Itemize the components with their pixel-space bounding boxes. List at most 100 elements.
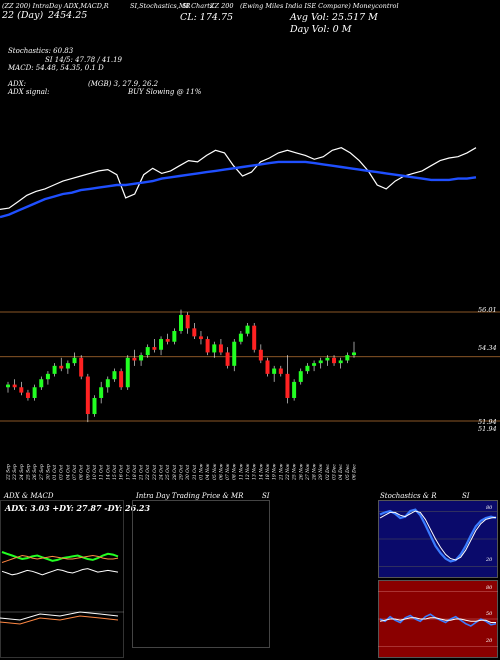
price-label-top: 56.01 [478,306,497,314]
candle-body-21 [145,347,150,356]
macd-signal-line [0,615,119,625]
date-label-22: 23 Oct [152,465,158,481]
date-label-42: 22 Nov [285,463,291,481]
date-label-8: 03 Oct [59,465,65,480]
candle-body-36 [245,325,250,334]
stoch-title: Stochastics & R [380,492,437,500]
candle-body-25 [172,331,177,342]
date-label-33: 07 Nov [225,463,231,480]
adx-panel-label: ADX: 3.03 +DY: 27.87 -DY: 26.23 [5,503,151,513]
candle-body-33 [225,352,230,366]
adx-line-series-0 [1,551,119,562]
date-label-44: 26 Nov [298,463,304,481]
date-label-15: 14 Oct [105,465,111,480]
date-label-18: 17 Oct [125,465,131,480]
date-label-52: 06 Dec [352,464,358,480]
candle-body-29 [198,336,203,340]
candle-body-43 [292,381,297,398]
candle-body-39 [265,360,270,374]
mrsi-label-20: 20 [486,638,493,644]
adx-value: (MGB) 3, 27.9, 26.2 [88,80,159,88]
mrsi-line-series-1 [379,617,496,623]
date-label-2: 24 Sep [19,464,25,481]
candle-body-45 [305,365,310,372]
si-text: SI 14/5: 47.78 / 41.19 [45,56,122,64]
candle-body-35 [238,333,243,342]
date-label-51: 05 Dec [345,464,351,480]
candle-body-15 [105,379,110,388]
date-label-47: 29 Nov [318,463,324,481]
price-label-low: 51.94 [478,418,497,426]
date-label-19: 18 Oct [132,465,138,480]
candle-body-18 [125,357,130,388]
date-label-29: 01 Nov [198,463,204,480]
candle-body-34 [232,341,237,366]
date-label-16: 15 Oct [112,465,118,480]
date-label-14: 11 Oct [99,465,105,480]
candle-body-5 [39,379,44,388]
date-label-30: 04 Nov [205,463,211,480]
date-label-37: 13 Nov [252,463,258,480]
main-lines-chart [0,147,477,219]
candle-body-42 [285,373,290,398]
date-label-7: 01 Oct [52,465,58,480]
date-label-27: 30 Oct [185,465,191,480]
intraday-title: Intra Day Trading Price & MR [136,492,244,500]
candlestick-chart [0,309,500,423]
candle-body-20 [139,355,144,361]
candle-body-24 [165,339,170,342]
candle-body-6 [45,373,50,380]
candle-body-13 [92,397,97,415]
candle-body-2 [19,387,24,393]
date-label-32: 06 Nov [218,463,224,480]
candle-body-44 [298,371,303,382]
adx-signal-text: ADX signal: [8,88,50,96]
main-line-series-1 [0,160,477,219]
candle-body-0 [6,384,10,388]
mrsi-line-series-0 [379,613,497,627]
date-label-35: 11 Nov [238,463,244,480]
header-line1-mid1: SI,Stochastics,MR [130,2,191,10]
date-label-13: 10 Oct [92,465,98,480]
price-label-low2: 51.94 [478,425,497,433]
candle-body-14 [99,387,104,398]
date-label-4: 26 Sep [32,464,38,481]
candle-body-41 [278,368,283,374]
date-label-43: 25 Nov [292,463,298,481]
date-label-48: 02 Dec [325,464,331,480]
mrsi-label-50: 50 [486,611,493,617]
date-label-0: 22 Sep [6,464,12,481]
date-label-10: 07 Oct [72,465,78,480]
mrsi-lines [378,591,498,647]
candle-body-23 [159,339,164,350]
intraday-panel [132,500,270,648]
adx-macd-title: ADX & MACD [4,492,54,500]
candle-body-11 [79,357,84,377]
candle-body-40 [272,368,277,374]
date-label-49: 03 Dec [332,464,338,480]
candle-body-9 [65,363,70,369]
macd-line [0,611,119,621]
candle-body-46 [312,363,317,366]
main-line-series-0 [0,147,477,210]
date-label-1: 23 Sep [12,464,18,481]
stoch-label-80: 80 [486,505,493,511]
candle-body-27 [185,314,190,329]
candle-body-52 [352,352,356,356]
date-label-45: 27 Nov [305,463,311,481]
date-label-20: 21 Oct [139,465,145,481]
date-label-28: 31 Oct [192,465,198,480]
stoch-label-20: 20 [486,557,493,563]
candle-body-22 [152,347,157,350]
adx-line-series-1 [1,554,119,563]
header-line1-mid3: ZZ 200 [210,2,234,10]
date-label-36: 12 Nov [245,463,251,480]
date-label-23: 24 Oct [159,465,165,481]
macd-text: MACD: 54.48, 54.35, 0.1 D [8,64,104,72]
candle-body-51 [345,355,350,361]
candle-body-8 [59,365,64,369]
candle-body-10 [72,357,77,364]
adx-line-series-2 [1,568,119,576]
header-date-text: 22 (Day) [2,10,44,21]
date-label-40: 19 Nov [272,463,278,480]
